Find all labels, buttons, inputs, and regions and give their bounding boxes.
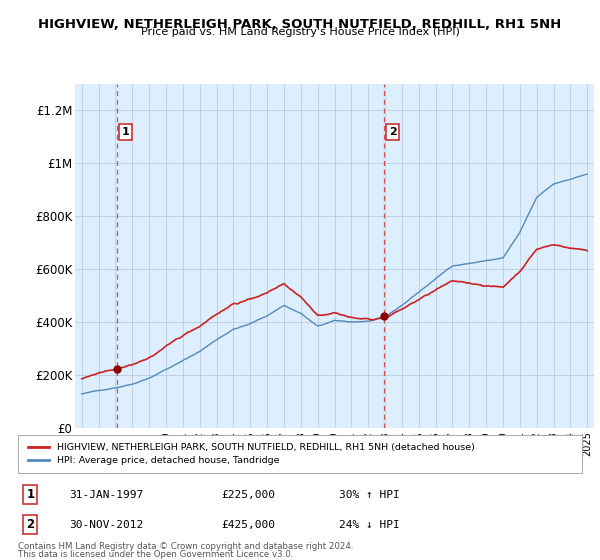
Text: 1: 1 (122, 127, 130, 137)
Text: This data is licensed under the Open Government Licence v3.0.: This data is licensed under the Open Gov… (18, 550, 293, 559)
Text: 1: 1 (26, 488, 34, 501)
Text: 24% ↓ HPI: 24% ↓ HPI (340, 520, 400, 530)
Text: £225,000: £225,000 (221, 489, 275, 500)
Text: 2: 2 (389, 127, 397, 137)
Text: £425,000: £425,000 (221, 520, 275, 530)
Text: 2: 2 (26, 519, 34, 531)
Text: Contains HM Land Registry data © Crown copyright and database right 2024.: Contains HM Land Registry data © Crown c… (18, 542, 353, 550)
Text: 30% ↑ HPI: 30% ↑ HPI (340, 489, 400, 500)
Legend: HIGHVIEW, NETHERLEIGH PARK, SOUTH NUTFIELD, REDHILL, RH1 5NH (detached house), H: HIGHVIEW, NETHERLEIGH PARK, SOUTH NUTFIE… (26, 440, 478, 468)
Text: 31-JAN-1997: 31-JAN-1997 (69, 489, 143, 500)
Text: Price paid vs. HM Land Registry's House Price Index (HPI): Price paid vs. HM Land Registry's House … (140, 27, 460, 37)
Text: HIGHVIEW, NETHERLEIGH PARK, SOUTH NUTFIELD, REDHILL, RH1 5NH: HIGHVIEW, NETHERLEIGH PARK, SOUTH NUTFIE… (38, 18, 562, 31)
Text: 30-NOV-2012: 30-NOV-2012 (69, 520, 143, 530)
